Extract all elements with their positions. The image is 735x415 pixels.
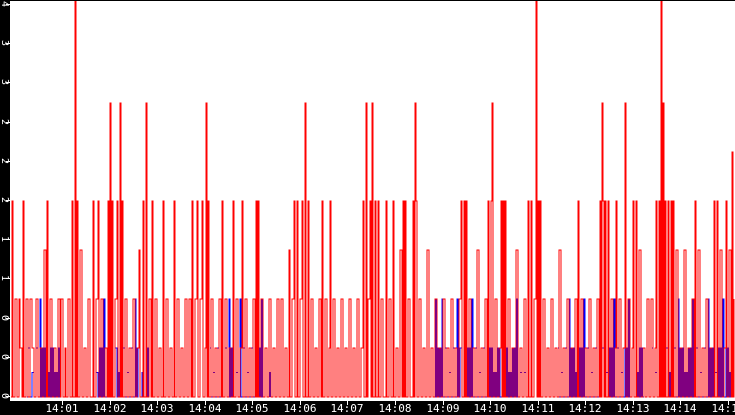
plot-top-border <box>10 0 735 1</box>
x-tick <box>252 401 253 405</box>
y-tick <box>6 318 10 319</box>
x-tick <box>205 401 206 405</box>
x-tick <box>347 401 348 405</box>
x-tick-label: 14:03 <box>140 402 174 415</box>
x-tick <box>490 401 491 405</box>
y-tick <box>6 82 10 83</box>
plot-area <box>11 0 735 398</box>
x-tick <box>680 401 681 405</box>
red-series-line <box>11 0 735 398</box>
y-tick <box>6 357 10 358</box>
y-tick-label: 4 <box>0 0 10 8</box>
x-tick <box>395 401 396 405</box>
x-tick-label: 14:14 <box>663 402 697 415</box>
x-tick-label: 14:01 <box>45 402 79 415</box>
x-tick <box>157 401 158 405</box>
x-tick-label: 14:08 <box>378 402 412 415</box>
y-tick <box>6 43 10 44</box>
blue-series-line <box>27 298 62 398</box>
y-tick-label: 0 <box>0 314 10 322</box>
x-tick <box>728 401 729 405</box>
y-tick-label: 2 <box>0 118 10 126</box>
y-tick <box>6 278 10 279</box>
x-tick <box>110 401 111 405</box>
y-tick-label: 3 <box>0 78 10 86</box>
x-tick-label: 14:15 <box>711 402 735 415</box>
y-tick-label: 2 <box>0 157 10 165</box>
x-tick-label: 14:11 <box>521 402 555 415</box>
y-tick-label: 1 <box>0 274 10 282</box>
x-tick-label: 14:13 <box>616 402 650 415</box>
x-tick-label: 14:04 <box>188 402 222 415</box>
x-tick-label: 14:12 <box>568 402 602 415</box>
x-tick-label: 14:09 <box>426 402 460 415</box>
x-tick-label: 14:10 <box>473 402 507 415</box>
x-tick <box>300 401 301 405</box>
x-tick <box>538 401 539 405</box>
y-tick <box>6 200 10 201</box>
y-tick <box>6 4 10 5</box>
x-tick-label: 14:02 <box>93 402 127 415</box>
x-tick <box>585 401 586 405</box>
y-tick-label: 0 <box>0 353 10 361</box>
y-tick <box>6 239 10 240</box>
y-tick-label: 1 <box>0 235 10 243</box>
x-tick-label: 14:05 <box>235 402 269 415</box>
y-tick-label: 3 <box>0 39 10 47</box>
x-tick <box>633 401 634 405</box>
x-tick-label: 14:07 <box>330 402 364 415</box>
y-tick <box>6 161 10 162</box>
x-tick <box>443 401 444 405</box>
x-tick <box>62 401 63 405</box>
x-tick-label: 14:06 <box>283 402 317 415</box>
x-axis: 14:01 14:02 14:03 14:04 14:05 14:06 14:07 14:08… <box>0 401 735 415</box>
y-tick <box>6 396 10 397</box>
y-tick-label: 2 <box>0 196 10 204</box>
y-tick <box>6 122 10 123</box>
